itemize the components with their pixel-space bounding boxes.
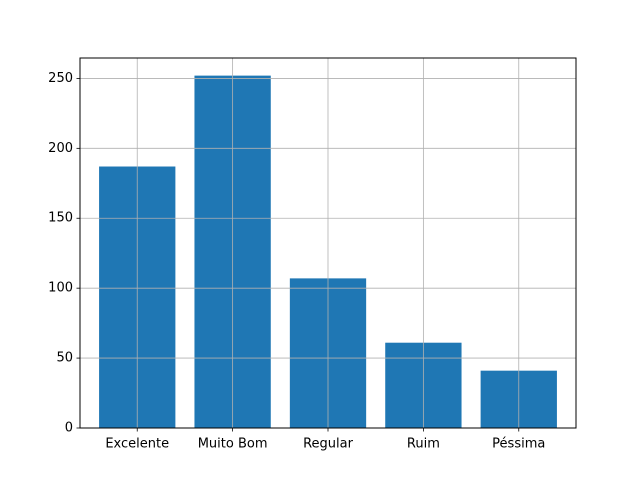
x-tick-label: Excelente	[105, 437, 169, 452]
x-tick-label: Péssima	[492, 437, 545, 452]
y-tick-label: 250	[48, 71, 73, 86]
y-tick-label: 150	[48, 211, 73, 226]
y-tick-label: 0	[65, 421, 73, 436]
y-tick-label: 50	[56, 351, 73, 366]
y-tick-label: 100	[48, 281, 73, 296]
x-tick-label: Regular	[303, 437, 354, 452]
y-axis-ticks: 0 50 100 150 200 250	[48, 71, 80, 436]
y-tick-label: 200	[48, 141, 73, 156]
x-axis-ticks: Excelente Muito Bom Regular Ruim Péssima	[105, 428, 545, 452]
x-tick-label: Muito Bom	[198, 437, 268, 452]
x-tick-label: Ruim	[407, 437, 440, 452]
